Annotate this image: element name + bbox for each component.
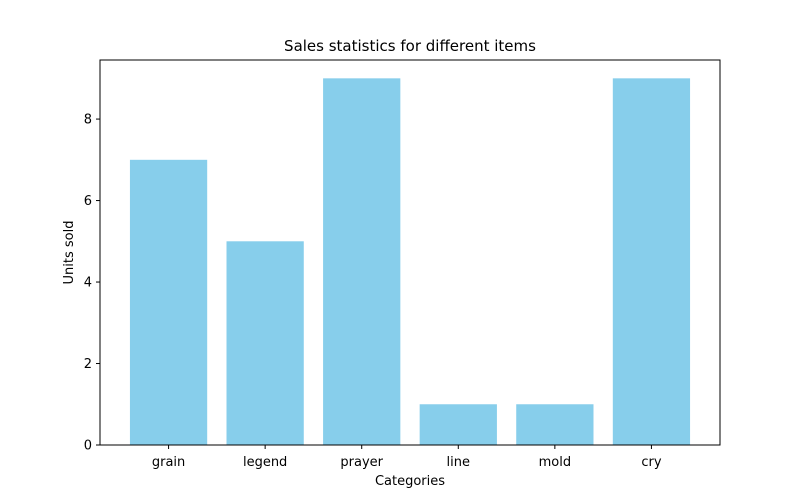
x-tick-label: grain xyxy=(152,455,185,470)
chart-title: Sales statistics for different items xyxy=(284,37,536,55)
bar-cry xyxy=(612,78,691,445)
x-tick-label: mold xyxy=(539,455,571,470)
y-tick-label: 4 xyxy=(84,276,92,291)
plot-area-frame xyxy=(99,59,721,446)
bar-prayer xyxy=(323,78,401,445)
bar-mold xyxy=(516,404,594,445)
x-axis-ticks: grain legend prayer line mold cry xyxy=(152,445,662,470)
x-tick-label: prayer xyxy=(340,455,383,470)
y-tick-label: 6 xyxy=(84,194,92,209)
y-tick-label: 2 xyxy=(84,357,92,372)
bars-group xyxy=(129,78,691,445)
x-tick-label: line xyxy=(447,455,470,470)
x-tick-label: legend xyxy=(243,455,287,470)
y-axis-ticks: 0 2 4 6 8 xyxy=(84,113,100,454)
x-axis-label: Categories xyxy=(375,474,445,489)
y-tick-label: 8 xyxy=(84,113,92,128)
bar-legend xyxy=(226,241,304,445)
x-tick-label: cry xyxy=(641,455,661,470)
y-axis-label: Units sold xyxy=(62,221,77,285)
bar-grain xyxy=(129,159,208,445)
y-tick-label: 0 xyxy=(84,439,92,454)
bar-line xyxy=(419,404,497,445)
